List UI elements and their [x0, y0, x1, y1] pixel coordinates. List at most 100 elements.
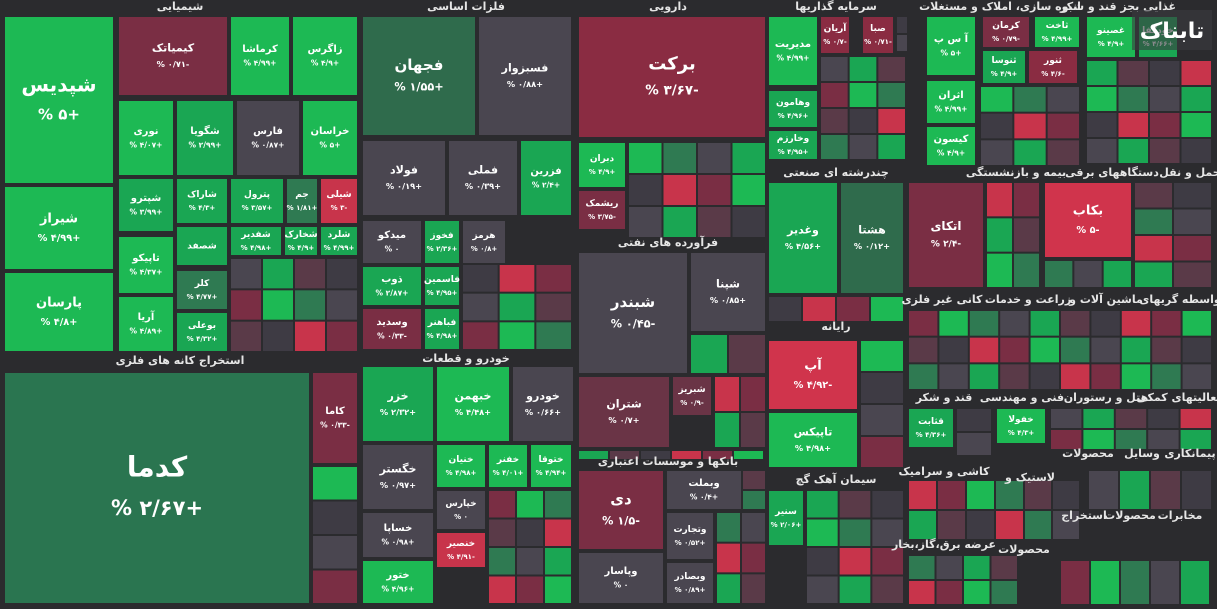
- stock-name: کلر: [194, 279, 210, 289]
- cell-box: [231, 179, 283, 223]
- tile: [1118, 87, 1148, 111]
- stock-change: +۴/۳ %: [189, 204, 216, 212]
- cell-box: [363, 309, 421, 349]
- stock-cell: ثنوسا +۴/۹ %: [983, 51, 1025, 83]
- stock-cell: فزرین +۲/۴ %: [521, 141, 571, 215]
- tile: [717, 543, 740, 573]
- tile: [1000, 311, 1029, 336]
- stock-change: +۱/۸۱ %: [287, 204, 318, 212]
- stock-cell: شیلی -۳ %: [321, 179, 357, 223]
- cell-box: [579, 191, 625, 229]
- stock-change: +۴/۳۷ %: [130, 268, 163, 277]
- tile: [1087, 61, 1117, 85]
- cell-box: [231, 17, 289, 95]
- stock-name: وخارزم: [777, 134, 809, 144]
- sector-title: انبوه سازی، املاک و مستغلات: [919, 0, 1081, 13]
- stock-name: وبصادر: [673, 572, 705, 582]
- tile: [715, 413, 739, 447]
- stock-name: وپاسار: [603, 566, 637, 577]
- stock-change: -۰/۳۳ %: [377, 332, 407, 341]
- stock-cell: هشتا +۰/۱۲ %: [841, 183, 903, 293]
- cell-box: [927, 17, 975, 75]
- stock-name: شتران: [606, 397, 641, 410]
- stock-change: +۲/۳۶ %: [427, 245, 458, 253]
- stock-name: فاسمین: [424, 275, 460, 285]
- tile: [1152, 337, 1181, 363]
- stock-name: ذوب: [381, 274, 402, 285]
- stock-name: فباهنر: [427, 318, 457, 328]
- tile: [1083, 409, 1114, 428]
- sector-title: واسطه گریهای: [1139, 293, 1217, 306]
- sector-title: رایانه: [821, 320, 850, 333]
- stock-name: فسبزوار: [501, 61, 549, 74]
- stock-change: +۳/۵۷ %: [242, 204, 273, 212]
- cell-box: [1029, 51, 1077, 83]
- cell-box: [177, 271, 227, 309]
- sector-title: بیمه و بازنشستگی: [966, 166, 1066, 179]
- stock-change: +۳/۹۹ %: [130, 208, 163, 217]
- stock-name: شلرد: [328, 230, 351, 240]
- stock-cell: کیسون +۴/۹ %: [927, 127, 975, 165]
- stock-change: +۲/۳۲ %: [380, 407, 416, 417]
- stock-change: ۰ %: [454, 513, 468, 521]
- stock-cell: تاپیکو +۴/۳۷ %: [119, 237, 173, 293]
- stock-name: وسدید: [376, 317, 407, 328]
- tile: [991, 581, 1017, 604]
- tile: [545, 491, 571, 518]
- tile: [313, 570, 357, 603]
- cell-box: [437, 491, 485, 529]
- cell-box: [437, 533, 485, 567]
- tile: [517, 576, 543, 603]
- stock-cell: خفنر +۴/۰۱ %: [489, 445, 527, 487]
- tile: [849, 135, 877, 159]
- stock-cell: وسدید -۰/۳۳ %: [363, 309, 421, 349]
- stock-change: +۰/۸۹ %: [675, 586, 706, 594]
- cell-box: [769, 131, 817, 159]
- stock-cell: فولاد +۰/۱۹ %: [363, 141, 445, 215]
- stock-cell: جم +۱/۸۱ %: [287, 179, 318, 223]
- cell-box: [437, 445, 485, 487]
- tile: [939, 364, 968, 389]
- stock-change: +۰/۵۲ %: [675, 539, 706, 547]
- tile: [1152, 364, 1181, 389]
- stock-change: +۴/۹۹ %: [324, 244, 355, 252]
- tile: [861, 405, 903, 435]
- stock-name: وهامون: [776, 98, 810, 108]
- stock-change: +۴/۹ %: [589, 168, 616, 176]
- tile: [517, 519, 543, 546]
- tile: [807, 548, 838, 575]
- stock-name: فزرین: [530, 166, 561, 177]
- tile: [1115, 409, 1147, 428]
- stock-cell: بکاب -۵ %: [1045, 183, 1131, 257]
- sector-title: دارویی: [649, 0, 687, 13]
- tile: [1030, 364, 1059, 389]
- stock-change: +۲/۶۷ %: [111, 496, 203, 520]
- tile: [996, 511, 1023, 539]
- stock-cell: ختوقا +۴/۹۴ %: [531, 445, 571, 487]
- cell-box: [769, 491, 803, 545]
- tile: [1182, 471, 1211, 509]
- tile: [987, 218, 1012, 252]
- stock-change: -۳ %: [331, 204, 348, 212]
- stock-change: +۲/۸۷ %: [376, 289, 409, 298]
- stock-name: شپدیس: [21, 73, 96, 98]
- stock-name: پارسان: [36, 295, 82, 310]
- tile: [1089, 471, 1118, 509]
- cell-box: [363, 513, 433, 557]
- stock-cell: کرماشا +۴/۹۹ %: [231, 17, 289, 95]
- tile: [489, 491, 515, 518]
- stock-name: بکاب: [1073, 203, 1103, 218]
- stock-change: +۴/۳ %: [1008, 429, 1035, 437]
- tile: [839, 576, 871, 603]
- stock-cell: شلرد +۴/۹۹ %: [321, 227, 357, 255]
- tile: [1000, 364, 1029, 389]
- tile: [987, 183, 1012, 217]
- stock-name: اثران: [938, 90, 963, 101]
- stock-change: +۴/۳۲ %: [187, 335, 218, 343]
- stock-change: +۰/۳۹ %: [465, 181, 501, 191]
- tile: [641, 451, 670, 459]
- stock-cell: فجهان +۱/۵۵ %: [363, 17, 475, 135]
- tile: [837, 297, 869, 321]
- stock-cell: پارسان +۴/۸ %: [5, 273, 113, 351]
